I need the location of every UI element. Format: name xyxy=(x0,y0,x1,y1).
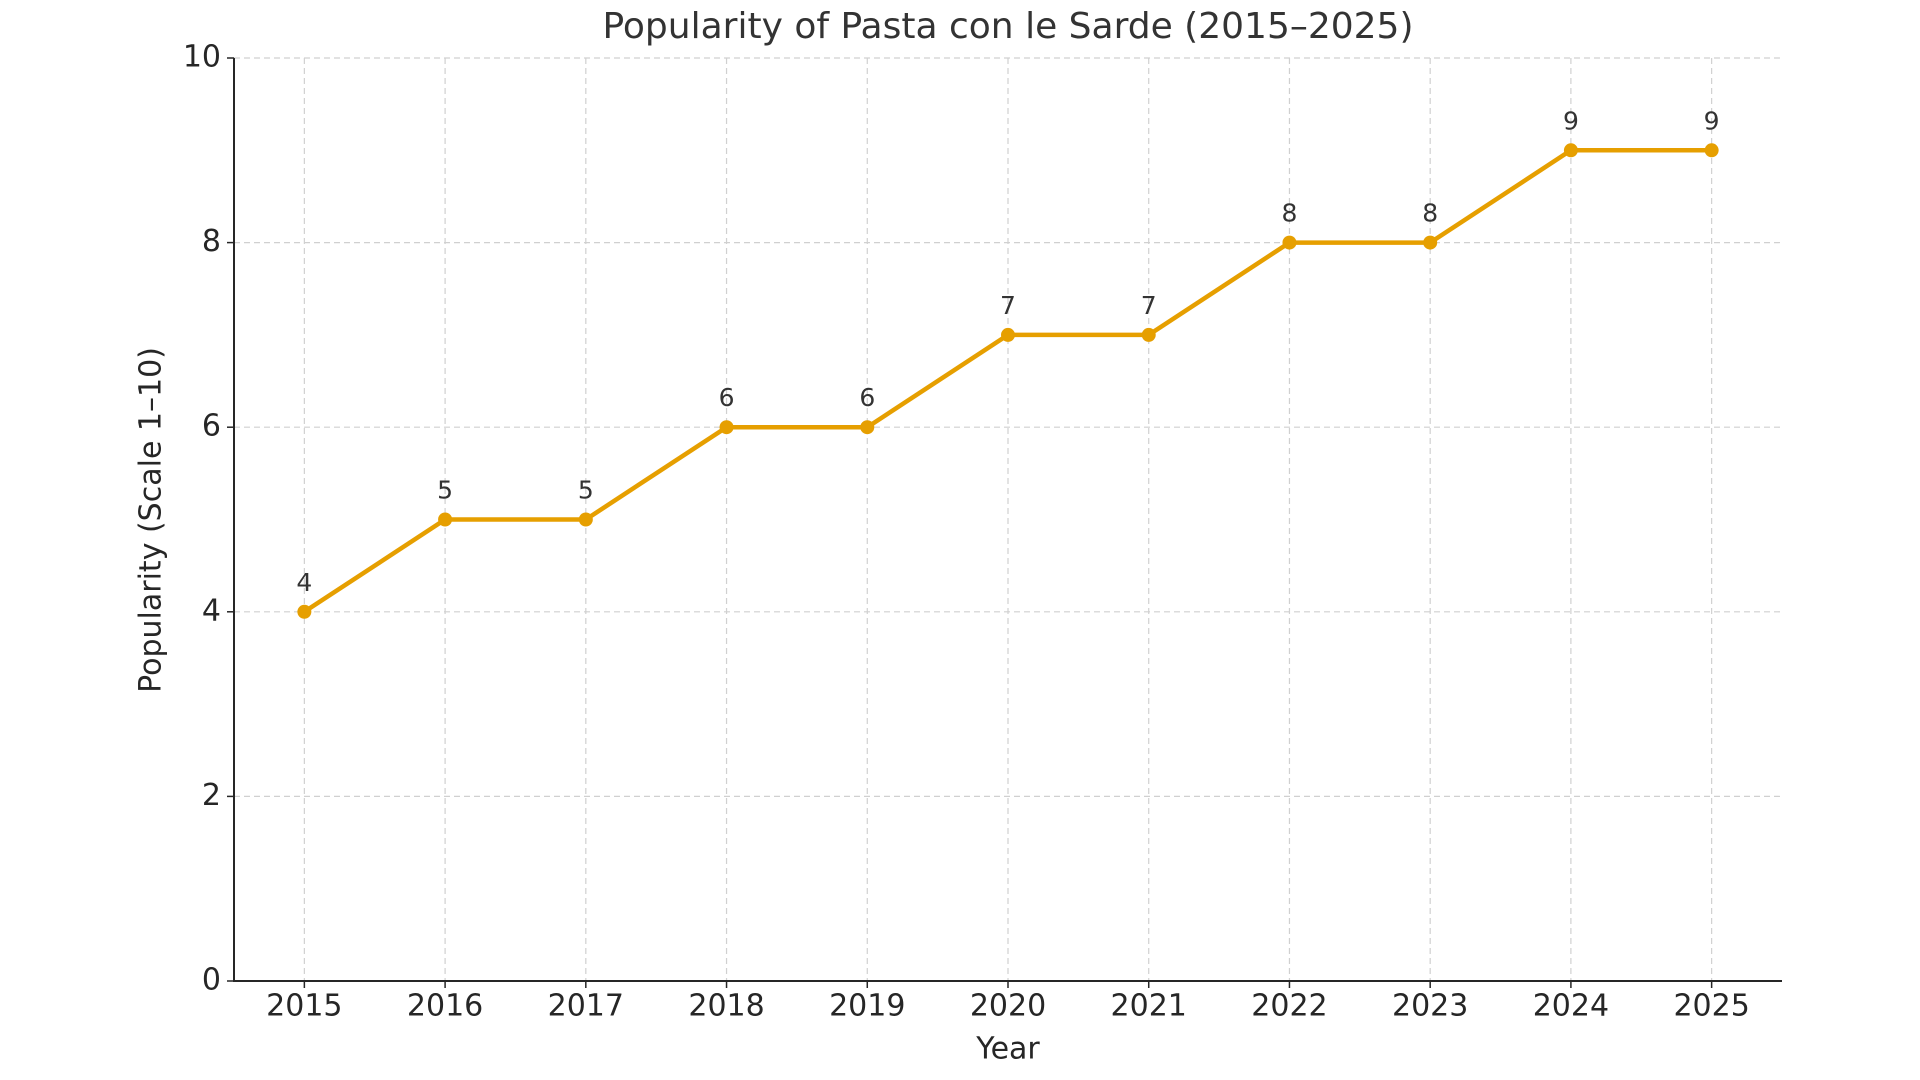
x-tick-label: 2020 xyxy=(970,989,1046,1024)
y-tick-label: 10 xyxy=(183,40,221,75)
point xyxy=(1423,235,1438,250)
chart-title: Popularity of Pasta con le Sarde (2015–2… xyxy=(602,6,1413,47)
y-tick-label: 4 xyxy=(202,593,221,628)
x-tick-label: 2023 xyxy=(1392,989,1468,1024)
x-tick-label: 2021 xyxy=(1111,989,1187,1024)
data-label: 5 xyxy=(578,476,594,505)
x-tick-label: 2017 xyxy=(548,989,624,1024)
x-tick-label: 2022 xyxy=(1251,989,1327,1024)
plot: 4 5 5 6 6 7 7 8 8 9 9 xyxy=(296,106,1720,619)
data-label: 9 xyxy=(1704,106,1720,135)
point xyxy=(1282,235,1297,250)
point xyxy=(1563,143,1578,158)
y-tick-label: 6 xyxy=(202,409,221,444)
data-label: 5 xyxy=(437,476,453,505)
x-tick-label: 2025 xyxy=(1673,989,1749,1024)
y-axis-label: Popularity (Scale 1–10) xyxy=(134,347,169,693)
grid xyxy=(227,57,1782,988)
point xyxy=(860,420,875,435)
x-tick-label: 2016 xyxy=(407,989,483,1024)
data-label: 9 xyxy=(1563,106,1579,135)
point xyxy=(438,512,453,527)
point xyxy=(297,604,312,619)
point xyxy=(1704,143,1719,158)
x-tick-label: 2024 xyxy=(1533,989,1609,1024)
x-tick-label: 2018 xyxy=(688,989,764,1024)
data-label: 4 xyxy=(296,568,312,597)
x-tick-label: 2015 xyxy=(266,989,342,1024)
y-tick-label: 8 xyxy=(202,224,221,259)
point xyxy=(719,420,734,435)
data-label: 6 xyxy=(719,383,735,412)
y-tick-label: 0 xyxy=(202,963,221,998)
data-label: 8 xyxy=(1422,199,1438,228)
x-tick-label: 2019 xyxy=(829,989,905,1024)
data-label: 7 xyxy=(1000,291,1016,320)
point xyxy=(1001,327,1015,342)
x-axis-label: Year xyxy=(975,1032,1040,1067)
point xyxy=(578,512,593,527)
data-label: 6 xyxy=(859,383,875,412)
axis-spine xyxy=(233,58,1782,982)
data-label: 7 xyxy=(1141,291,1157,320)
y-tick-label: 2 xyxy=(202,778,221,813)
point xyxy=(1141,327,1156,342)
data-label: 8 xyxy=(1282,199,1298,228)
